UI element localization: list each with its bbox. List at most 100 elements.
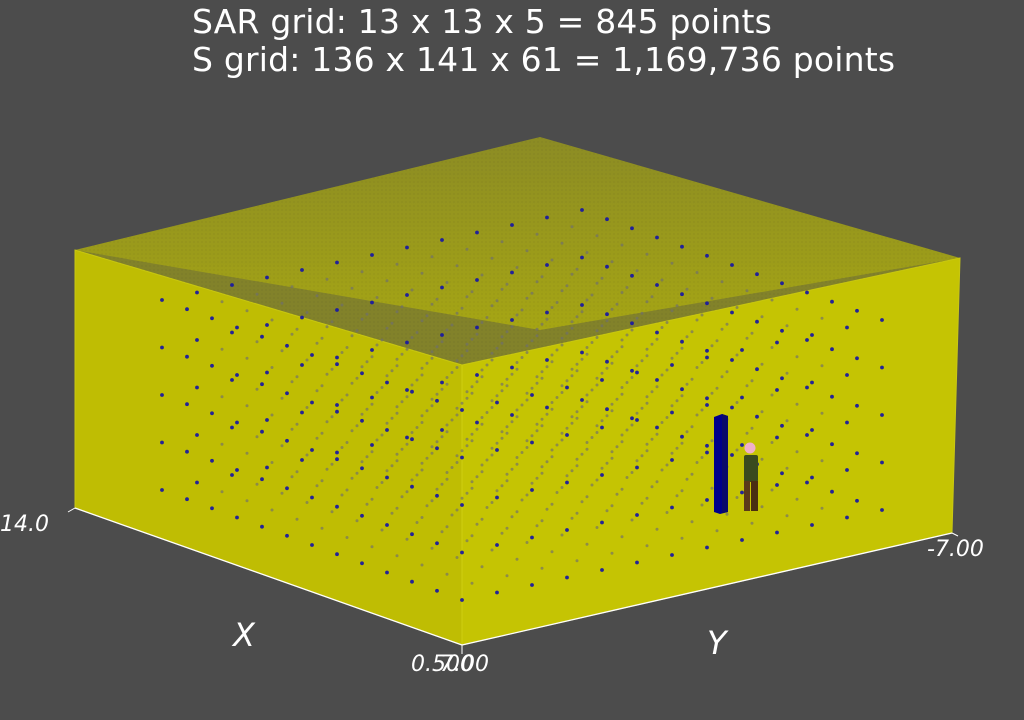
- sar-point: [745, 384, 749, 388]
- sar-point: [550, 502, 554, 506]
- sar-point: [795, 402, 799, 406]
- sar-point: [590, 483, 594, 487]
- sar-point: [220, 442, 224, 446]
- sar-point: [560, 289, 564, 293]
- sar-point: [405, 435, 409, 440]
- sar-point: [440, 482, 444, 486]
- sar-point: [465, 396, 469, 400]
- sar-point: [550, 448, 554, 452]
- sar-point: [610, 402, 614, 406]
- sar-point: [265, 323, 269, 327]
- sar-point: [670, 356, 674, 360]
- sar-point: [590, 341, 594, 344]
- sar-point: [570, 367, 574, 371]
- sar-point: [630, 376, 634, 379]
- sar-point: [505, 282, 509, 286]
- sar-point: [395, 554, 399, 558]
- sar-point: [310, 495, 314, 500]
- sar-point: [610, 260, 614, 264]
- sar-point: [420, 421, 424, 424]
- sar-point: [540, 519, 544, 523]
- sar-point: [585, 251, 589, 254]
- sar-point: [530, 386, 534, 390]
- sar-point: [495, 299, 499, 303]
- sar-point: [645, 401, 649, 405]
- sar-point: [475, 230, 479, 235]
- sar-point: [570, 272, 574, 276]
- sar-point: [565, 528, 569, 532]
- sar-point: [645, 544, 649, 548]
- sar-point: [335, 409, 339, 414]
- sar-point: [385, 421, 389, 425]
- sar-point: [545, 365, 549, 369]
- sar-point: [595, 234, 599, 238]
- sar-point: [460, 401, 464, 405]
- s-grid-inner-top: [75, 137, 960, 365]
- sar-point: [690, 520, 694, 524]
- sar-point: [315, 484, 319, 488]
- sar-point: [680, 346, 684, 350]
- sar-point: [490, 406, 494, 409]
- sar-point: [435, 392, 439, 396]
- sar-point: [435, 345, 439, 349]
- sar-point: [510, 372, 514, 376]
- sar-point: [540, 424, 544, 428]
- sar-point: [475, 522, 479, 526]
- sar-point: [280, 396, 284, 400]
- sar-point: [785, 514, 789, 518]
- sar-point: [650, 485, 654, 489]
- sar-point: [260, 334, 264, 339]
- sar-point: [655, 283, 659, 287]
- sar-point: [680, 434, 684, 439]
- sar-point: [605, 509, 609, 513]
- sar-point: [755, 272, 759, 277]
- sar-point: [235, 420, 239, 425]
- sar-point: [705, 443, 709, 448]
- sar-point: [450, 323, 454, 327]
- sar-point: [555, 443, 559, 447]
- sar-point: [735, 306, 739, 309]
- sar-point: [340, 493, 344, 497]
- sar-point: [440, 238, 444, 242]
- sar-point: [680, 387, 684, 392]
- sar-point: [420, 271, 424, 275]
- sar-point: [600, 324, 604, 328]
- sar-point: [580, 405, 584, 409]
- sar-point: [245, 499, 249, 503]
- sar-point: [740, 443, 744, 447]
- sar-point: [560, 384, 564, 388]
- sar-point: [645, 354, 649, 358]
- sar-point: [380, 528, 384, 532]
- y-axis-label: Y: [707, 624, 727, 662]
- sar-point: [710, 391, 714, 395]
- sar-point: [450, 418, 454, 422]
- sar-point: [775, 483, 779, 487]
- sar-point: [335, 308, 339, 312]
- sar-point: [565, 426, 569, 430]
- sar-point: [530, 583, 534, 587]
- sar-point: [350, 334, 354, 338]
- sar-point: [730, 405, 734, 410]
- sar-point: [695, 271, 699, 274]
- sar-point: [430, 397, 434, 401]
- sar-point: [430, 445, 434, 449]
- sar-point: [830, 394, 834, 399]
- sar-point: [610, 355, 614, 359]
- sar-point: [470, 480, 474, 484]
- sar-point: [625, 333, 629, 337]
- sar-point: [385, 475, 389, 480]
- sar-point: [575, 267, 579, 271]
- sar-point: [545, 460, 549, 464]
- sar-point: [510, 325, 514, 329]
- sar-point: [610, 409, 614, 413]
- sar-point: [545, 412, 549, 416]
- sar-point: [265, 370, 269, 375]
- sar-point: [525, 493, 529, 497]
- sar-point: [510, 515, 514, 519]
- sar-point: [335, 355, 339, 360]
- sar-point: [565, 385, 569, 390]
- sar-point: [820, 364, 824, 368]
- sar-point: [370, 355, 374, 359]
